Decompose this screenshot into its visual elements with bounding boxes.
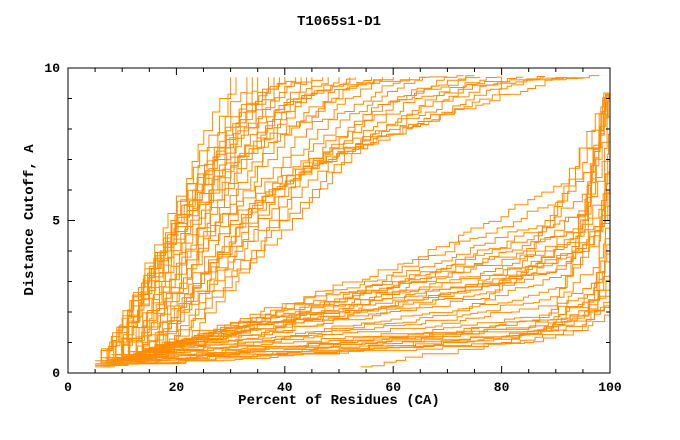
x-tick-label: 80 bbox=[494, 380, 510, 395]
model-curve bbox=[116, 77, 324, 359]
model-curve bbox=[105, 135, 611, 362]
model-curve bbox=[116, 190, 611, 359]
model-curve bbox=[154, 76, 568, 359]
model-curve bbox=[122, 77, 356, 359]
model-curve bbox=[154, 76, 545, 356]
model-curve bbox=[165, 75, 600, 359]
model-curve bbox=[95, 77, 248, 365]
model-curve bbox=[160, 77, 584, 356]
model-curve bbox=[100, 77, 259, 362]
model-curve bbox=[149, 122, 611, 350]
x-tick-label: 40 bbox=[277, 380, 293, 395]
model-curve bbox=[122, 77, 611, 359]
chart-title: T1065s1-D1 bbox=[296, 14, 381, 30]
model-curve bbox=[143, 75, 475, 353]
model-curve bbox=[122, 77, 611, 357]
model-curve bbox=[143, 76, 502, 359]
model-curve bbox=[116, 77, 611, 359]
model-curve bbox=[127, 77, 611, 356]
model-curve bbox=[105, 77, 275, 359]
model-curve bbox=[138, 77, 611, 354]
model-curve bbox=[138, 76, 448, 356]
model-curve bbox=[111, 77, 280, 359]
model-curve bbox=[133, 77, 410, 356]
model-curve bbox=[111, 83, 611, 360]
model-curve bbox=[111, 257, 611, 365]
x-axis-label: Percent of Residues (CA) bbox=[238, 393, 440, 409]
model-curve bbox=[360, 287, 611, 368]
model-curve bbox=[127, 77, 372, 356]
model-curve bbox=[111, 98, 611, 362]
model-curve bbox=[116, 77, 302, 356]
x-tick-label: 20 bbox=[169, 380, 185, 395]
model-curve bbox=[100, 299, 611, 368]
x-tick-label: 100 bbox=[598, 380, 622, 395]
model-curve bbox=[100, 196, 611, 363]
model-curve bbox=[116, 77, 307, 356]
model-curve bbox=[100, 220, 611, 365]
model-curve bbox=[127, 77, 394, 359]
model-curve bbox=[111, 77, 611, 362]
model-curve bbox=[105, 116, 611, 363]
model-curve bbox=[116, 226, 611, 362]
x-tick-label: 0 bbox=[64, 380, 72, 395]
model-curve bbox=[111, 77, 297, 359]
model-curve bbox=[122, 77, 329, 356]
model-curve bbox=[133, 76, 427, 359]
model-curve bbox=[95, 77, 232, 362]
model-curve bbox=[149, 76, 524, 359]
y-tick-label: 5 bbox=[52, 214, 60, 229]
y-tick-label: 10 bbox=[44, 61, 60, 76]
model-curve bbox=[100, 77, 269, 359]
y-axis-label: Distance Cutoff, A bbox=[22, 144, 38, 296]
model-curve bbox=[127, 77, 351, 353]
model-curve bbox=[133, 77, 611, 356]
model-curve bbox=[105, 77, 253, 359]
y-tick-label: 0 bbox=[52, 366, 60, 381]
x-tick-label: 60 bbox=[385, 380, 401, 395]
